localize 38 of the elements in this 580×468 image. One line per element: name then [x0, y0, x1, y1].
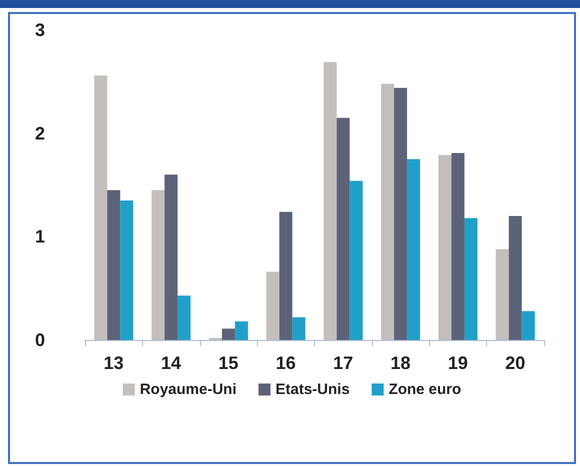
bar: [324, 62, 337, 340]
bar: [292, 317, 306, 340]
bar: [107, 190, 120, 340]
bar: [164, 174, 178, 340]
bar: [407, 159, 420, 340]
x-tick-label: 19: [448, 353, 468, 373]
y-tick-label: 1: [34, 226, 45, 247]
y-tick-label: 3: [34, 20, 45, 40]
bar: [336, 118, 350, 340]
bar: [522, 311, 535, 340]
x-tick-label: 17: [333, 353, 354, 373]
legend-label: Zone euro: [388, 381, 462, 398]
y-tick-label: 0: [34, 330, 45, 350]
bar: [234, 321, 248, 340]
x-tick-label: 14: [161, 353, 182, 373]
x-tick-label: 20: [505, 353, 526, 373]
legend-label: Royaume-Uni: [140, 381, 237, 398]
x-tick-label: 15: [218, 353, 238, 373]
bar: [464, 218, 478, 340]
bar: [222, 328, 235, 340]
legend-label: Etats-Unis: [276, 381, 350, 398]
bar: [279, 212, 292, 340]
bar: [438, 155, 452, 340]
bar: [508, 216, 522, 340]
bar: [152, 190, 165, 340]
x-tick-label: 16: [276, 353, 296, 373]
bar: [350, 180, 363, 340]
y-tick-label: 2: [34, 123, 45, 144]
bar: [394, 88, 408, 340]
bar: [120, 200, 134, 340]
x-tick-label: 13: [104, 353, 124, 373]
bar: [451, 152, 464, 340]
bar: [381, 84, 394, 340]
bar: [266, 272, 280, 340]
bar: [94, 75, 108, 340]
x-tick-label: 18: [390, 353, 411, 373]
bar: [496, 249, 509, 340]
bar: [178, 296, 191, 340]
